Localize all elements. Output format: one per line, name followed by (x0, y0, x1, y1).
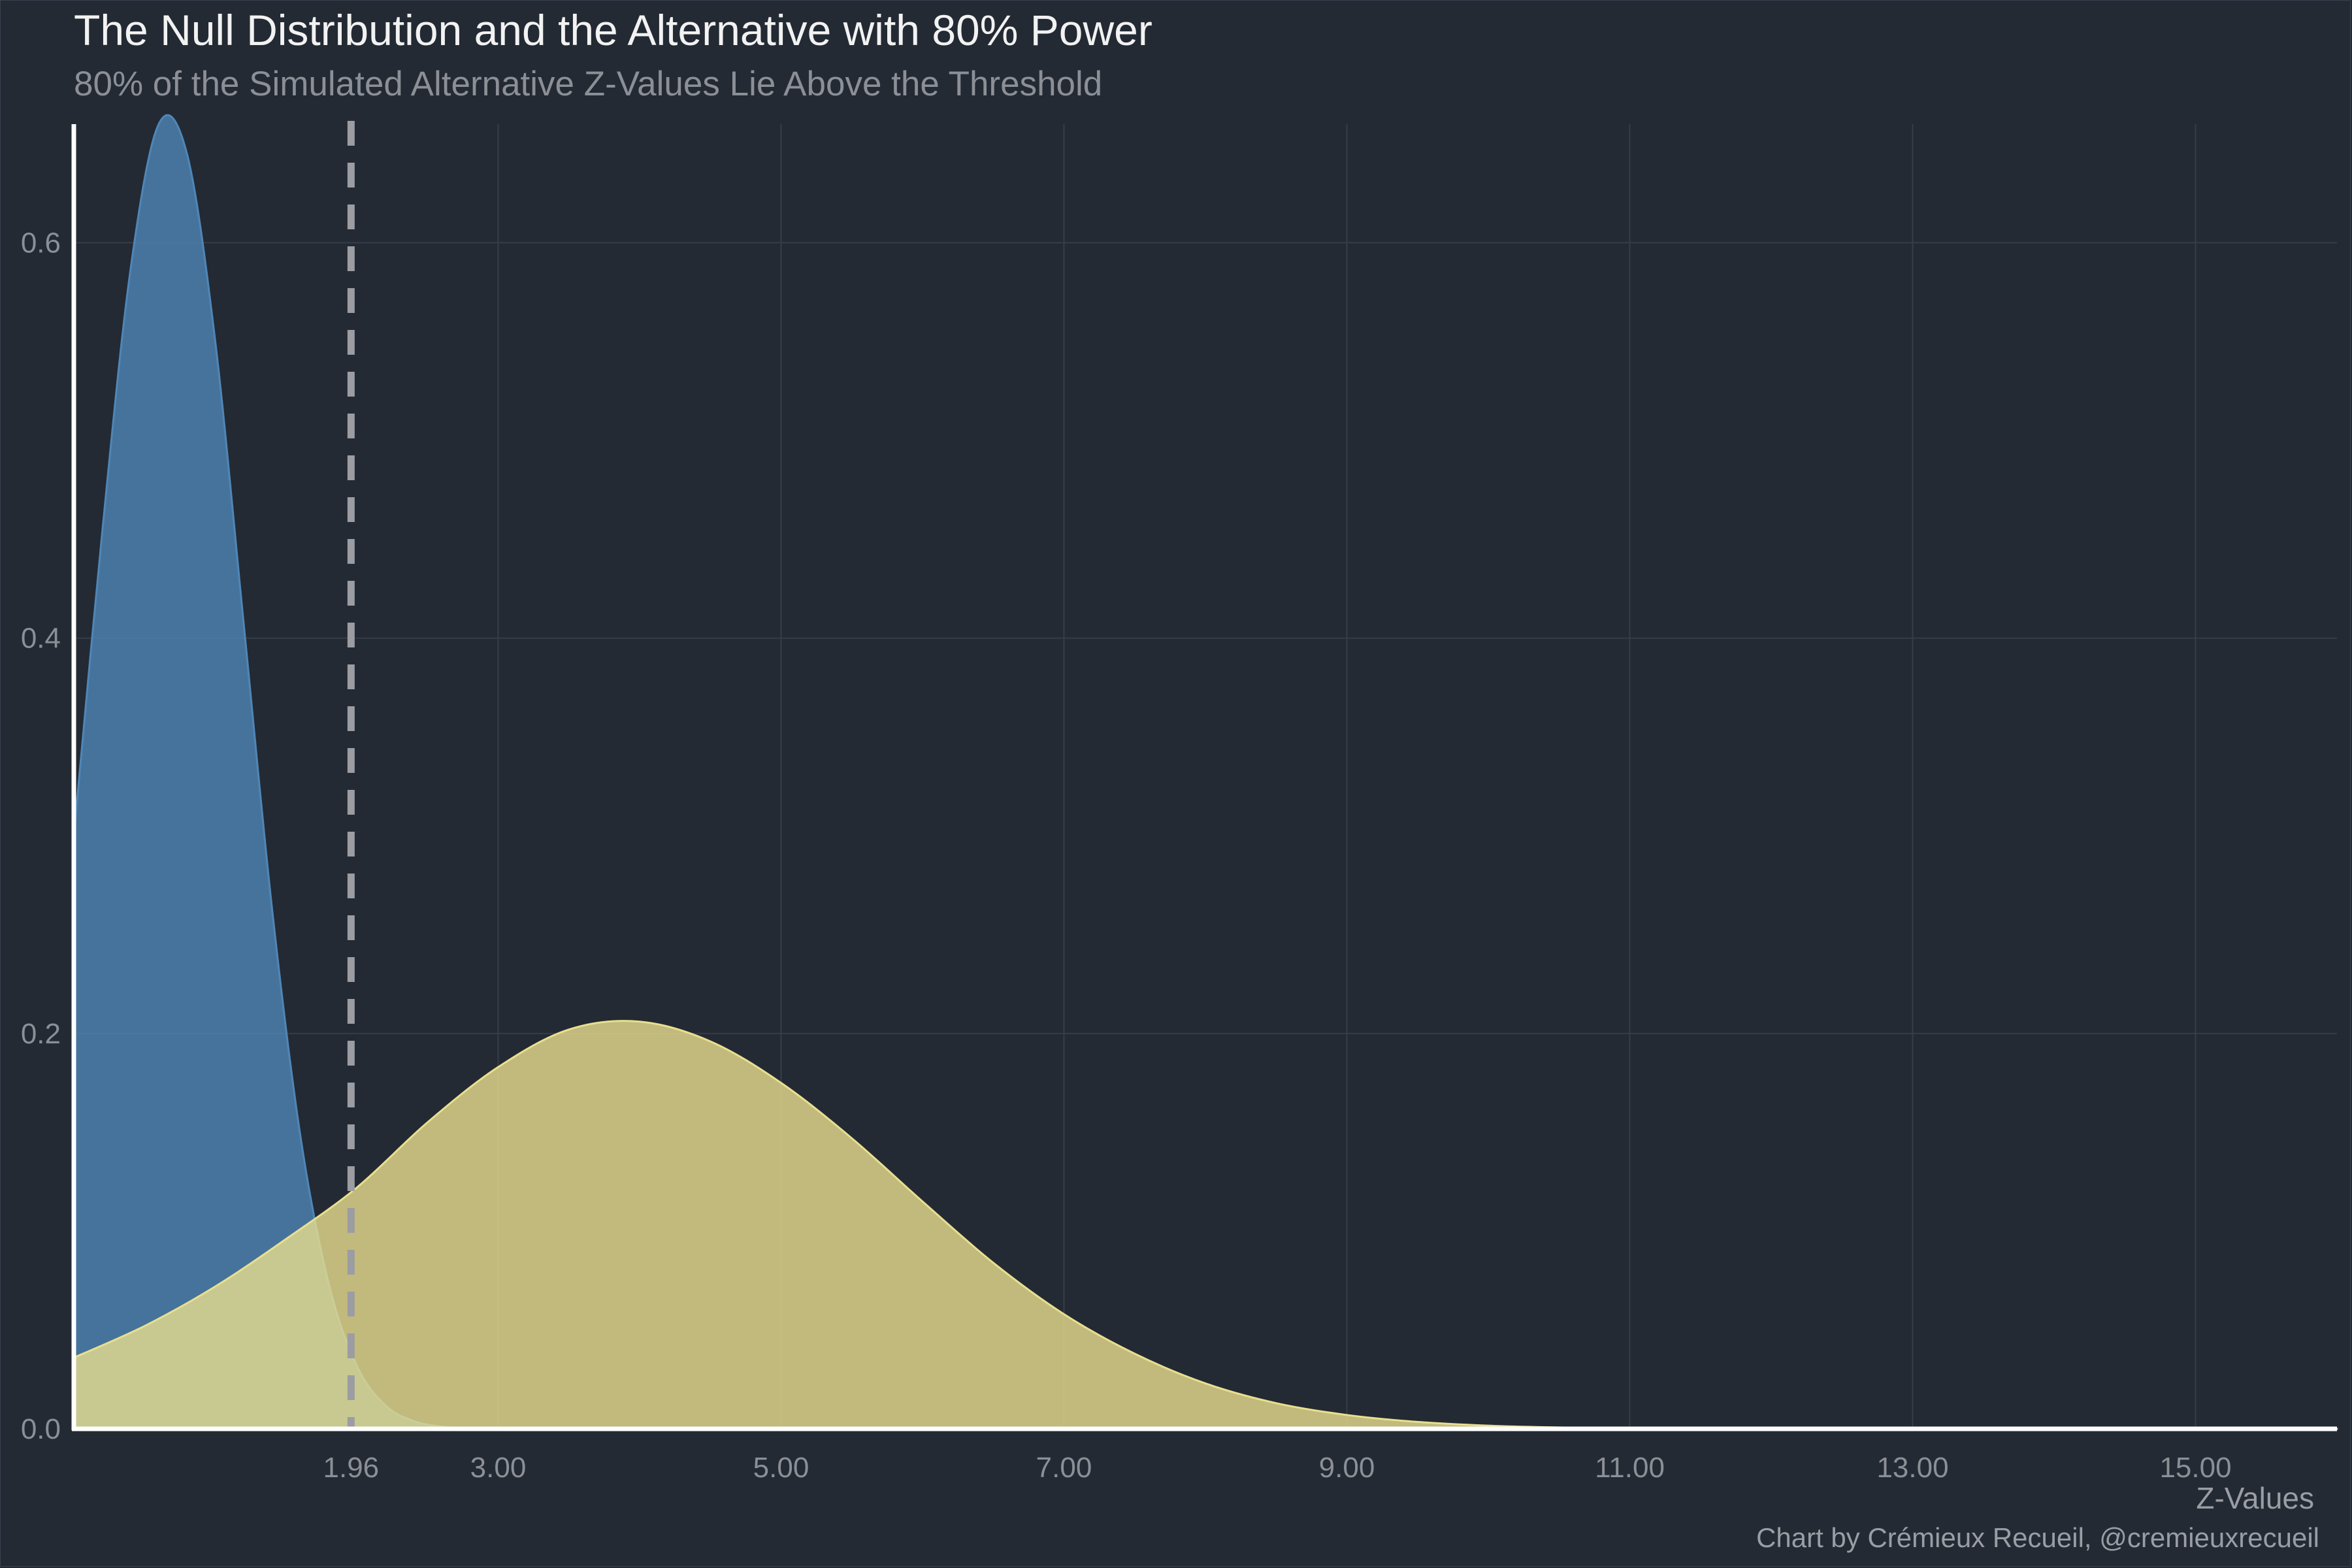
x-tick-label: 3.00 (470, 1452, 527, 1484)
x-tick-label: 1.96 (323, 1452, 380, 1484)
y-tick-label: 0.4 (21, 623, 61, 655)
chart-title: The Null Distribution and the Alternativ… (74, 6, 1152, 54)
alternative-distribution-area (73, 1020, 2338, 1430)
y-tick-label: 0.6 (21, 227, 61, 259)
x-tick-label: 5.00 (753, 1452, 809, 1484)
chart-caption: Chart by Crémieux Recueil, @cremieuxrecu… (1756, 1522, 2319, 1553)
x-tick-label: 11.00 (1595, 1452, 1665, 1484)
x-tick-label: 13.00 (1876, 1452, 1948, 1484)
y-tick-label: 0.0 (21, 1413, 61, 1445)
chart-subtitle: 80% of the Simulated Alternative Z-Value… (74, 65, 1103, 103)
x-tick-label: 9.00 (1319, 1452, 1375, 1484)
x-tick-label: 15.00 (2159, 1452, 2231, 1484)
x-axis-title: Z-Values (2196, 1481, 2314, 1515)
y-tick-label: 0.2 (21, 1018, 61, 1050)
x-tick-label: 7.00 (1036, 1452, 1092, 1484)
